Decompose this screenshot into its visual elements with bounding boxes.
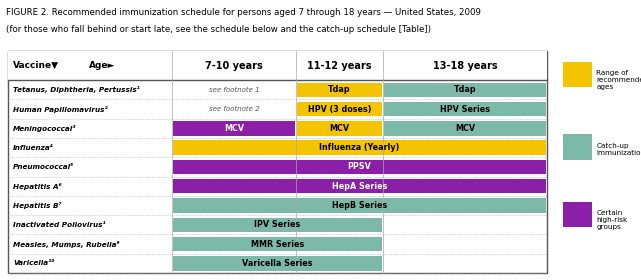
Text: FIGURE 2. Recommended immunization schedule for persons aged 7 through 18 years : FIGURE 2. Recommended immunization sched…	[6, 8, 481, 17]
Text: 13-18 years: 13-18 years	[433, 61, 497, 71]
FancyBboxPatch shape	[173, 198, 546, 213]
Text: Varicella¹⁰: Varicella¹⁰	[13, 260, 54, 266]
Text: Inactivated Poliovirus¹: Inactivated Poliovirus¹	[13, 222, 106, 228]
FancyBboxPatch shape	[297, 102, 381, 116]
FancyBboxPatch shape	[173, 179, 546, 193]
Text: see footnote 1: see footnote 1	[209, 87, 260, 93]
FancyBboxPatch shape	[297, 121, 381, 136]
Text: MCV: MCV	[454, 124, 475, 133]
FancyBboxPatch shape	[384, 83, 546, 97]
FancyBboxPatch shape	[173, 256, 381, 271]
Text: PPSV: PPSV	[347, 162, 372, 171]
FancyBboxPatch shape	[173, 121, 296, 136]
FancyBboxPatch shape	[297, 83, 381, 97]
Text: Vaccine▼: Vaccine▼	[13, 61, 59, 70]
Text: Age►: Age►	[88, 61, 115, 70]
Text: HPV (3 doses): HPV (3 doses)	[308, 104, 371, 114]
Text: 11-12 years: 11-12 years	[307, 61, 372, 71]
Text: HepA Series: HepA Series	[332, 182, 387, 191]
Text: HPV Series: HPV Series	[440, 104, 490, 114]
Text: Human Papillomavirus²: Human Papillomavirus²	[13, 106, 108, 113]
Text: Hepatitis A⁶: Hepatitis A⁶	[13, 183, 62, 190]
FancyBboxPatch shape	[8, 51, 547, 273]
Text: Hepatitis B⁷: Hepatitis B⁷	[13, 202, 62, 209]
Text: MMR Series: MMR Series	[251, 240, 304, 249]
FancyBboxPatch shape	[173, 237, 381, 251]
Text: Tdap: Tdap	[328, 85, 351, 94]
Text: IPV Series: IPV Series	[254, 220, 301, 229]
Text: Catch-up
immunization: Catch-up immunization	[596, 143, 641, 156]
Text: Varicella Series: Varicella Series	[242, 259, 313, 268]
Text: see footnote 2: see footnote 2	[209, 106, 260, 112]
Text: 7-10 years: 7-10 years	[205, 61, 263, 71]
Text: Certain
high-risk
groups: Certain high-risk groups	[596, 210, 628, 230]
Text: Range of
recommended
ages: Range of recommended ages	[596, 70, 641, 90]
FancyBboxPatch shape	[384, 102, 546, 116]
Text: HepB Series: HepB Series	[332, 201, 387, 210]
Text: Influenza⁴: Influenza⁴	[13, 145, 54, 151]
Text: Tetanus, Diphtheria, Pertussis¹: Tetanus, Diphtheria, Pertussis¹	[13, 86, 140, 93]
Text: MCV: MCV	[224, 124, 244, 133]
Text: Influenza (Yearly): Influenza (Yearly)	[319, 143, 400, 152]
Text: MCV: MCV	[329, 124, 349, 133]
Text: (for those who fall behind or start late, see the schedule below and the catch-u: (for those who fall behind or start late…	[6, 25, 431, 34]
Text: Meningococcal³: Meningococcal³	[13, 125, 76, 132]
FancyBboxPatch shape	[384, 121, 546, 136]
Text: Measles, Mumps, Rubella⁹: Measles, Mumps, Rubella⁹	[13, 241, 120, 248]
FancyBboxPatch shape	[8, 51, 547, 80]
FancyBboxPatch shape	[173, 218, 381, 232]
Text: Tdap: Tdap	[454, 85, 476, 94]
FancyBboxPatch shape	[173, 140, 546, 155]
Bar	[8, 51, 547, 273]
FancyBboxPatch shape	[173, 160, 546, 174]
Text: Pneumococcal⁵: Pneumococcal⁵	[13, 164, 74, 170]
